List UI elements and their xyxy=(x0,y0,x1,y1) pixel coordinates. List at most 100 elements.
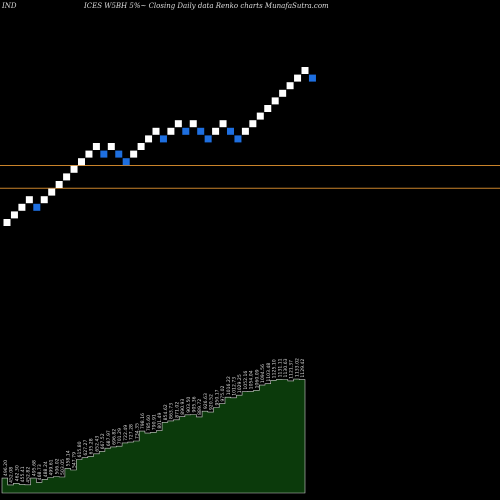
renko-brick-up xyxy=(219,120,227,128)
volume-label: 722.49 xyxy=(123,425,129,441)
volume-label: 1054.04 xyxy=(249,370,255,389)
volume-label: 889.72 xyxy=(197,399,203,415)
volume-label: 790.91 xyxy=(152,414,158,430)
volume-label: 687.97 xyxy=(106,430,112,446)
renko-brick-up xyxy=(301,67,309,74)
renko-brick-up xyxy=(212,127,220,135)
volume-area xyxy=(1,378,306,494)
volume-label: 1094.56 xyxy=(260,364,266,383)
volume-label: 785.60 xyxy=(146,415,152,431)
renko-brick-up xyxy=(10,211,18,219)
volume-label: 452.82 xyxy=(26,467,32,483)
renko-brick-down xyxy=(100,150,108,158)
renko-brick-up xyxy=(55,181,63,188)
volume-label: 635.28 xyxy=(89,438,95,454)
volume-label: 1103.48 xyxy=(266,363,272,382)
renko-brick-up xyxy=(264,105,272,112)
chart-caption: ICES W5BH 5%~ Closing Daily data Renko c… xyxy=(84,2,329,10)
volume-label: 468.73 xyxy=(37,464,43,480)
volume-label: 871.02 xyxy=(174,402,180,418)
volume-area-shape xyxy=(1,378,306,494)
renko-brick-down xyxy=(227,127,234,135)
renko-brick-up xyxy=(174,120,182,128)
renko-brick-up xyxy=(107,143,115,150)
volume-label: 801.49 xyxy=(157,412,163,428)
volume-label: 1029.25 xyxy=(237,374,243,393)
renko-brick-down xyxy=(197,127,205,135)
reference-lines xyxy=(0,165,500,189)
volume-label: 615.80 xyxy=(77,441,83,457)
volume-label: 1052.16 xyxy=(243,371,249,390)
volume-label: 627.27 xyxy=(83,440,89,456)
volume-label: 926.63 xyxy=(203,393,209,409)
volume-label: 452.08 xyxy=(9,467,15,483)
volume-label: 667.52 xyxy=(100,433,106,449)
volume-label: 499.61 xyxy=(49,459,55,475)
renko-brick-down xyxy=(204,135,212,143)
volume-label: 975.02 xyxy=(220,385,226,401)
volume-label: 455.41 xyxy=(20,466,26,482)
volume-label: 495.68 xyxy=(31,460,37,476)
volume-label: 558.14 xyxy=(66,450,72,466)
volume-label: 1130.63 xyxy=(283,358,289,377)
volume-label: 506.02 xyxy=(54,458,60,474)
renko-brick-up xyxy=(130,150,138,158)
volume-label: 1129.42 xyxy=(300,359,306,378)
renko-brick-down xyxy=(33,203,41,211)
volume-label: 950.17 xyxy=(214,389,220,405)
volume-label: 1060.09 xyxy=(254,369,260,388)
renko-brick-down xyxy=(308,74,316,82)
volume-label: 727.28 xyxy=(129,424,135,440)
volume-label: 1125.10 xyxy=(272,359,278,378)
volume-label: 863.73 xyxy=(169,403,175,419)
volume-label: 1016.22 xyxy=(226,376,232,395)
volume-label: 1131.11 xyxy=(277,358,283,377)
renko-brick-up xyxy=(145,135,153,143)
volume-label: 488.24 xyxy=(43,461,49,477)
volume-label: 503.05 xyxy=(60,459,66,475)
renko-brick-down xyxy=(122,158,130,166)
renko-brick-up xyxy=(279,89,287,97)
renko-brick-up xyxy=(256,112,264,120)
volume-label: 920.52 xyxy=(209,394,215,410)
renko-brick-up xyxy=(18,203,26,211)
renko-brick-up xyxy=(189,120,197,128)
volume-label: 854.62 xyxy=(163,404,169,420)
volume-label: 905.36 xyxy=(192,396,198,412)
renko-brick-up xyxy=(48,188,56,196)
volume-label: 890.93 xyxy=(180,399,186,415)
renko-brick-up xyxy=(249,120,257,128)
volume-label: 798.16 xyxy=(140,413,146,429)
volume-label: 696.82 xyxy=(111,429,117,445)
renko-brick-up xyxy=(92,143,100,150)
renko-brick-up xyxy=(241,127,249,135)
renko-brick-up xyxy=(3,219,11,226)
renko-brick-down xyxy=(234,135,242,143)
renko-brick-down xyxy=(159,135,167,143)
renko-brick-up xyxy=(40,196,48,204)
volume-label: 652.43 xyxy=(94,436,100,452)
renko-brick-down xyxy=(182,127,190,135)
chart-label-left: IND xyxy=(2,2,17,10)
renko-brick-up xyxy=(78,158,85,166)
renko-brick-up xyxy=(152,127,160,135)
volume-labels: 496.20 452.08 462.30 455.41 452.82 495.68 468.… xyxy=(3,358,306,483)
renko-brick-up xyxy=(63,173,71,181)
volume-label: 1133.02 xyxy=(294,358,300,377)
volume-label: 903.50 xyxy=(186,397,192,413)
renko-brick-up xyxy=(137,143,145,150)
renko-brick-up xyxy=(286,82,294,90)
volume-label: 701.29 xyxy=(117,428,123,444)
renko-brick-up xyxy=(167,127,175,135)
volume-label: 496.20 xyxy=(3,460,9,476)
renko-brick-down xyxy=(115,150,123,158)
volume-label: 734.35 xyxy=(134,423,140,439)
volume-label: 547.79 xyxy=(71,452,77,468)
renko-brick-up xyxy=(85,150,93,158)
volume-label: 1012.73 xyxy=(232,377,238,396)
volume-label: 462.30 xyxy=(14,465,20,481)
renko-brick-up xyxy=(25,196,33,204)
renko-brick-up xyxy=(70,165,78,173)
renko-brick-up xyxy=(294,74,302,82)
